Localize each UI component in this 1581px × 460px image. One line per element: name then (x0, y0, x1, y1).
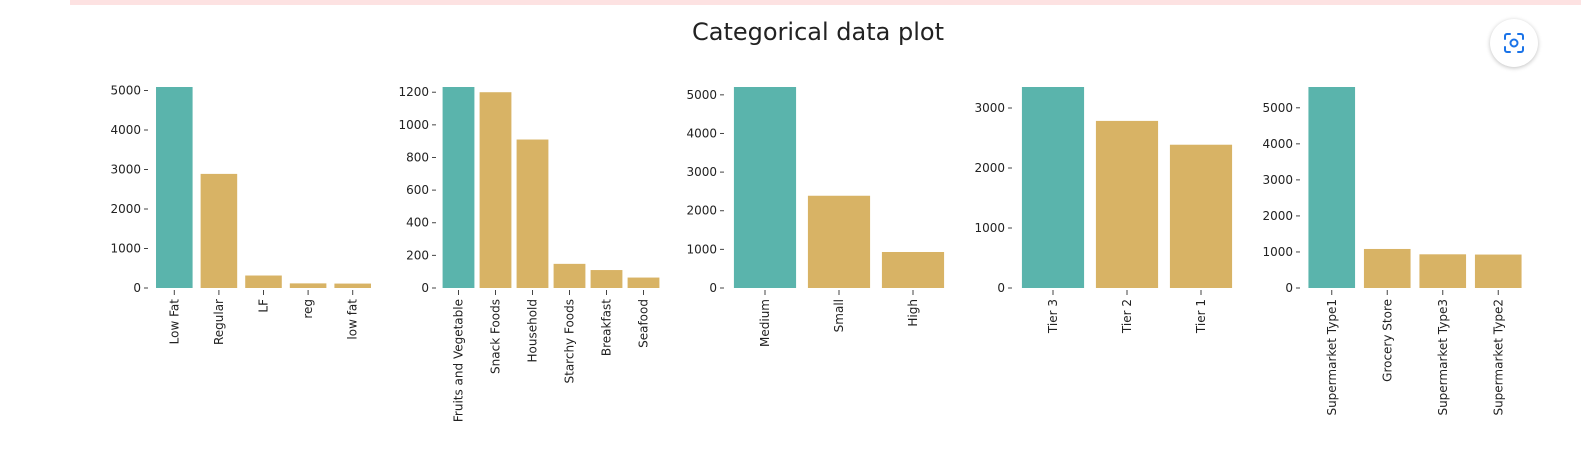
xtick-label: Household (526, 299, 540, 363)
ytick-label: 5000 (686, 88, 717, 102)
xtick-label: Tier 1 (1194, 299, 1208, 334)
ytick-label: 2000 (686, 204, 717, 218)
xtick-label: Low Fat (167, 299, 181, 345)
ytick-label: 4000 (1262, 137, 1293, 151)
ytick-label: 1200 (398, 85, 429, 99)
ytick-label: 400 (406, 216, 429, 230)
bar-low-fat (334, 283, 371, 288)
xtick-label: Supermarket Type3 (1436, 299, 1450, 416)
ytick-label: 5000 (110, 84, 141, 98)
xtick-label: LF (257, 299, 271, 313)
xtick-label: Fruits and Vegetable (452, 299, 466, 422)
xtick-label: Starchy Foods (563, 299, 577, 384)
ytick-label: 2000 (974, 161, 1005, 175)
ytick-label: 0 (997, 281, 1005, 295)
ytick-label: 1000 (398, 118, 429, 132)
xtick-label: Seafood (637, 299, 651, 348)
lens-icon (1504, 33, 1524, 53)
bar-high (881, 251, 945, 288)
xtick-label: Breakfast (600, 299, 614, 356)
subplot-5: 0 1000 2000 3000 4000 5000 Supermarket Type1 Gr… (1262, 87, 1522, 416)
bar-supermarket-type2 (1474, 254, 1522, 288)
bar-regular (200, 173, 238, 288)
ytick-label: 1000 (110, 242, 141, 256)
ytick-label: 4000 (686, 126, 717, 140)
ytick-label: 600 (406, 183, 429, 197)
bar-supermarket-type3 (1419, 254, 1467, 288)
bar-starchy-foods (553, 263, 586, 288)
xtick-label: Supermarket Type1 (1325, 299, 1339, 416)
ytick-label: 1000 (974, 221, 1005, 235)
ytick-label: 0 (1285, 281, 1293, 295)
xtick-label: Grocery Store (1380, 299, 1394, 382)
subplot-3: 0 1000 2000 3000 4000 5000 Medium Small High (686, 87, 945, 347)
bar-tier-2 (1095, 120, 1159, 289)
xtick-label: Supermarket Type2 (1491, 299, 1505, 416)
ytick-label: 1000 (1262, 245, 1293, 259)
xtick-label: Snack Foods (489, 299, 503, 374)
bar-tier-3 (1021, 87, 1085, 288)
bar-seafood (627, 277, 660, 288)
ytick-label: 4000 (110, 123, 141, 137)
bar-small (807, 195, 871, 288)
ytick-label: 0 (709, 281, 717, 295)
chart-title: Categorical data plot (692, 18, 944, 46)
xtick-label: Regular (212, 299, 226, 345)
bar-household (516, 139, 549, 288)
bar-low-fat (156, 87, 193, 288)
xtick-label: High (906, 299, 920, 327)
xtick-label: Tier 2 (1120, 299, 1134, 334)
xtick-label: Medium (758, 299, 772, 347)
bar-medium (733, 87, 797, 288)
ytick-label: 0 (421, 281, 429, 295)
xtick-label: reg (301, 299, 315, 319)
xtick-label: Small (832, 299, 846, 332)
bar-breakfast (590, 270, 623, 288)
xtick-label: Tier 3 (1046, 299, 1060, 334)
ytick-label: 1000 (686, 242, 717, 256)
top-strip (70, 0, 1581, 5)
ytick-label: 0 (133, 281, 141, 295)
bar-supermarket-type1 (1308, 87, 1356, 288)
bar-snack-foods (479, 92, 512, 288)
bar-tier-1 (1169, 144, 1233, 288)
ytick-label: 5000 (1262, 101, 1293, 115)
bar-grocery-store (1363, 248, 1411, 288)
ytick-label: 3000 (1262, 173, 1293, 187)
xtick-label: low fat (346, 299, 360, 340)
bar-lf (245, 275, 282, 288)
ytick-label: 2000 (110, 202, 141, 216)
ytick-label: 3000 (974, 101, 1005, 115)
ytick-label: 800 (406, 150, 429, 164)
ytick-label: 2000 (1262, 209, 1293, 223)
ytick-label: 3000 (686, 165, 717, 179)
bar-reg (289, 283, 327, 288)
ytick-label: 3000 (110, 163, 141, 177)
subplot-4: 0 1000 2000 3000 Tier 3 Tier 2 Tier 1 (974, 87, 1233, 334)
subplot-2: 0 200 400 600 800 1000 1200 Fruits and Vegetabl… (398, 85, 660, 422)
ytick-label: 200 (406, 248, 429, 262)
lens-button[interactable] (1490, 19, 1538, 67)
bar-fruits-and-vegetable (442, 87, 475, 288)
subplot-1: 0 1000 2000 3000 4000 5000 Low Fat Regular LF reg… (110, 84, 371, 345)
